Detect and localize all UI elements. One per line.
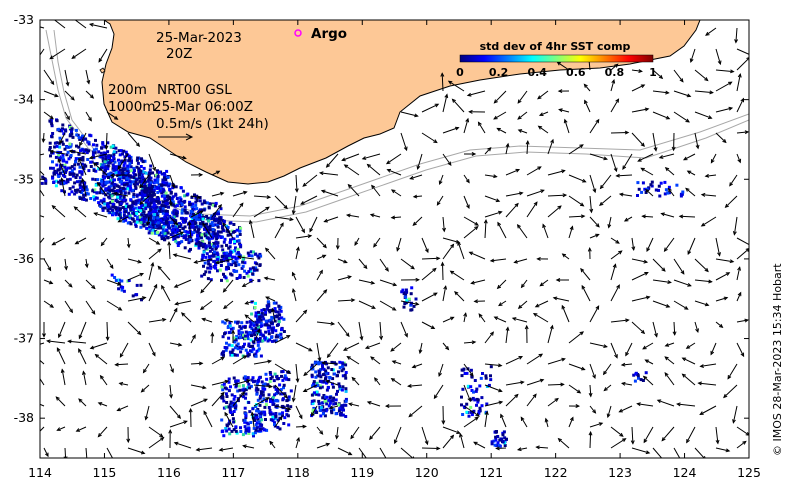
colorbar-tick-label: 0.2 — [489, 66, 509, 79]
colorbar-tick-label: 0.6 — [566, 66, 586, 79]
info-depth-1000: 1000m — [108, 99, 156, 115]
current-vectors — [40, 20, 749, 458]
y-tick-label: -34 — [14, 92, 34, 107]
colorbar-tick-label: 0.8 — [605, 66, 625, 79]
info-time: 20Z — [166, 46, 192, 62]
colorbar-tick-label: 0 — [456, 66, 464, 79]
x-tick-label: 115 — [93, 465, 117, 480]
y-tick-label: -33 — [14, 12, 34, 27]
x-tick-label: 119 — [350, 465, 374, 480]
colorbar-ticks: 0 0.2 0.4 0.6 0.8 1 — [456, 66, 657, 79]
info-date: 25-Mar-2023 — [156, 30, 242, 46]
x-tick-label: 124 — [673, 465, 697, 480]
colorbar-gradient — [459, 54, 654, 63]
info-depth-200: 200m — [108, 82, 147, 98]
colorbar: std dev of 4hr SST comp 0 0.2 0.4 0.6 0.8 1 — [456, 40, 657, 79]
colorbar-tick-label: 0.4 — [527, 66, 547, 79]
info-product: NRT00 GSL — [157, 82, 232, 98]
argo-marker — [294, 29, 302, 37]
bathymetry-contours — [45, 29, 749, 223]
x-tick-label: 121 — [479, 465, 503, 480]
x-axis-ticks: 114 115 116 117 118 119 120 121 122 123 124 125 — [28, 20, 761, 480]
x-tick-label: 123 — [608, 465, 632, 480]
info-product-time: 25-Mar 06:00Z — [153, 99, 253, 115]
x-tick-label: 125 — [737, 465, 761, 480]
colorbar-title: std dev of 4hr SST comp — [480, 40, 631, 53]
y-tick-label: -35 — [14, 171, 34, 186]
x-tick-label: 117 — [221, 465, 245, 480]
plot-frame — [39, 19, 750, 459]
x-tick-label: 116 — [157, 465, 181, 480]
credit-text: © IMOS 28-Mar-2023 15:34 Hobart — [771, 263, 784, 456]
y-tick-label: -36 — [14, 251, 34, 266]
y-axis-ticks: -33 -34 -35 -36 -37 -38 — [14, 12, 749, 425]
x-tick-label: 118 — [286, 465, 310, 480]
info-scale-text: 0.5m/s (1kt 24h) — [156, 116, 269, 132]
colorbar-tick-label: 1 — [649, 66, 657, 79]
x-tick-label: 120 — [415, 465, 439, 480]
island — [99, 67, 106, 74]
y-tick-label: -38 — [14, 410, 34, 425]
x-tick-label: 114 — [28, 465, 52, 480]
y-tick-label: -37 — [14, 331, 34, 346]
x-tick-label: 122 — [544, 465, 568, 480]
scale-arrow — [158, 133, 194, 141]
argo-label: Argo — [311, 26, 347, 42]
